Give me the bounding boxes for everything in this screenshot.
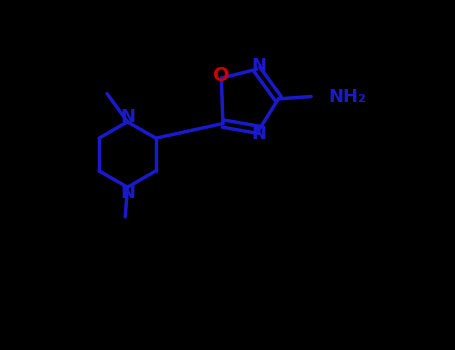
- Text: NH₂: NH₂: [329, 88, 366, 106]
- Text: N: N: [252, 57, 267, 75]
- Text: N: N: [120, 184, 135, 202]
- Text: O: O: [213, 66, 230, 85]
- Text: N: N: [120, 108, 135, 126]
- Text: N: N: [252, 125, 267, 144]
